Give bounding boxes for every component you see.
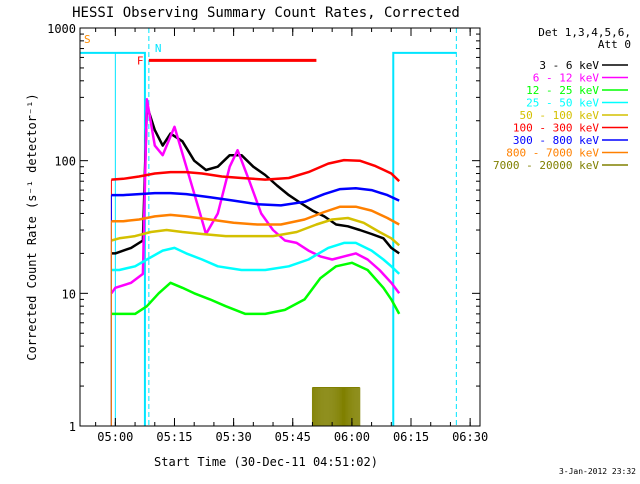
legend-entry-label: 3 - 6 keV <box>539 59 599 72</box>
series-layer <box>110 98 401 426</box>
legend-title-line1: Det 1,3,4,5,6, <box>538 26 631 39</box>
night-flag-label: N <box>155 42 162 55</box>
series-line <box>111 216 401 247</box>
series-line <box>111 186 400 207</box>
y-tick-label: 100 <box>54 155 76 169</box>
series-line <box>110 98 401 295</box>
y-tick-label: 10 <box>62 287 76 301</box>
flare-flag-label: F <box>137 54 144 67</box>
series-7000-20000-kev <box>311 387 361 426</box>
series-line <box>111 158 401 183</box>
series-line <box>111 241 401 275</box>
series-line <box>111 261 401 316</box>
series-800-7000-kev <box>110 205 400 426</box>
axes-layer: 05:00 05:15 05:30 05:45 06:00 06:15 06:30 1 10 10… <box>47 22 488 444</box>
x-tick-label: 06:00 <box>334 430 370 444</box>
legend-entry-label: 7000 - 20000 keV <box>493 159 599 172</box>
x-tick-label: 05:15 <box>156 430 192 444</box>
y-tick-label: 1 <box>69 420 76 434</box>
x-axis-label: Start Time (30-Dec-11 04:51:02) <box>154 455 378 469</box>
legend-entry-label: 6 - 12 keV <box>533 72 600 85</box>
x-tick-label: 06:30 <box>452 430 488 444</box>
legend-entry-label: 50 - 100 keV <box>520 109 600 122</box>
saa-flag-label: S <box>84 33 91 46</box>
legend-entry-label: 800 - 7000 keV <box>506 147 599 160</box>
y-axis-label: Corrected Count Rate (s⁻¹ detector⁻¹) <box>25 93 39 360</box>
legend-entry-label: 300 - 800 keV <box>513 134 599 147</box>
x-tick-label: 05:45 <box>275 430 311 444</box>
legend-entry-label: 12 - 25 keV <box>526 84 599 97</box>
footer-date: 3-Jan-2012 23:32 <box>559 467 636 476</box>
legend-entry-label: 25 - 50 keV <box>526 97 599 110</box>
y-tick-label: 1000 <box>47 22 76 36</box>
x-tick-label: 06:15 <box>393 430 429 444</box>
legend-entry-label: 100 - 300 keV <box>513 122 599 135</box>
x-tick-label: 05:00 <box>97 430 133 444</box>
series-line <box>111 205 400 226</box>
saa-flag-line <box>80 51 146 426</box>
plot-frame <box>79 27 481 427</box>
x-tick-label: 05:30 <box>216 430 252 444</box>
chart-title: HESSI Observing Summary Count Rates, Cor… <box>72 5 460 21</box>
legend-title-line2: Att 0 <box>598 38 631 51</box>
